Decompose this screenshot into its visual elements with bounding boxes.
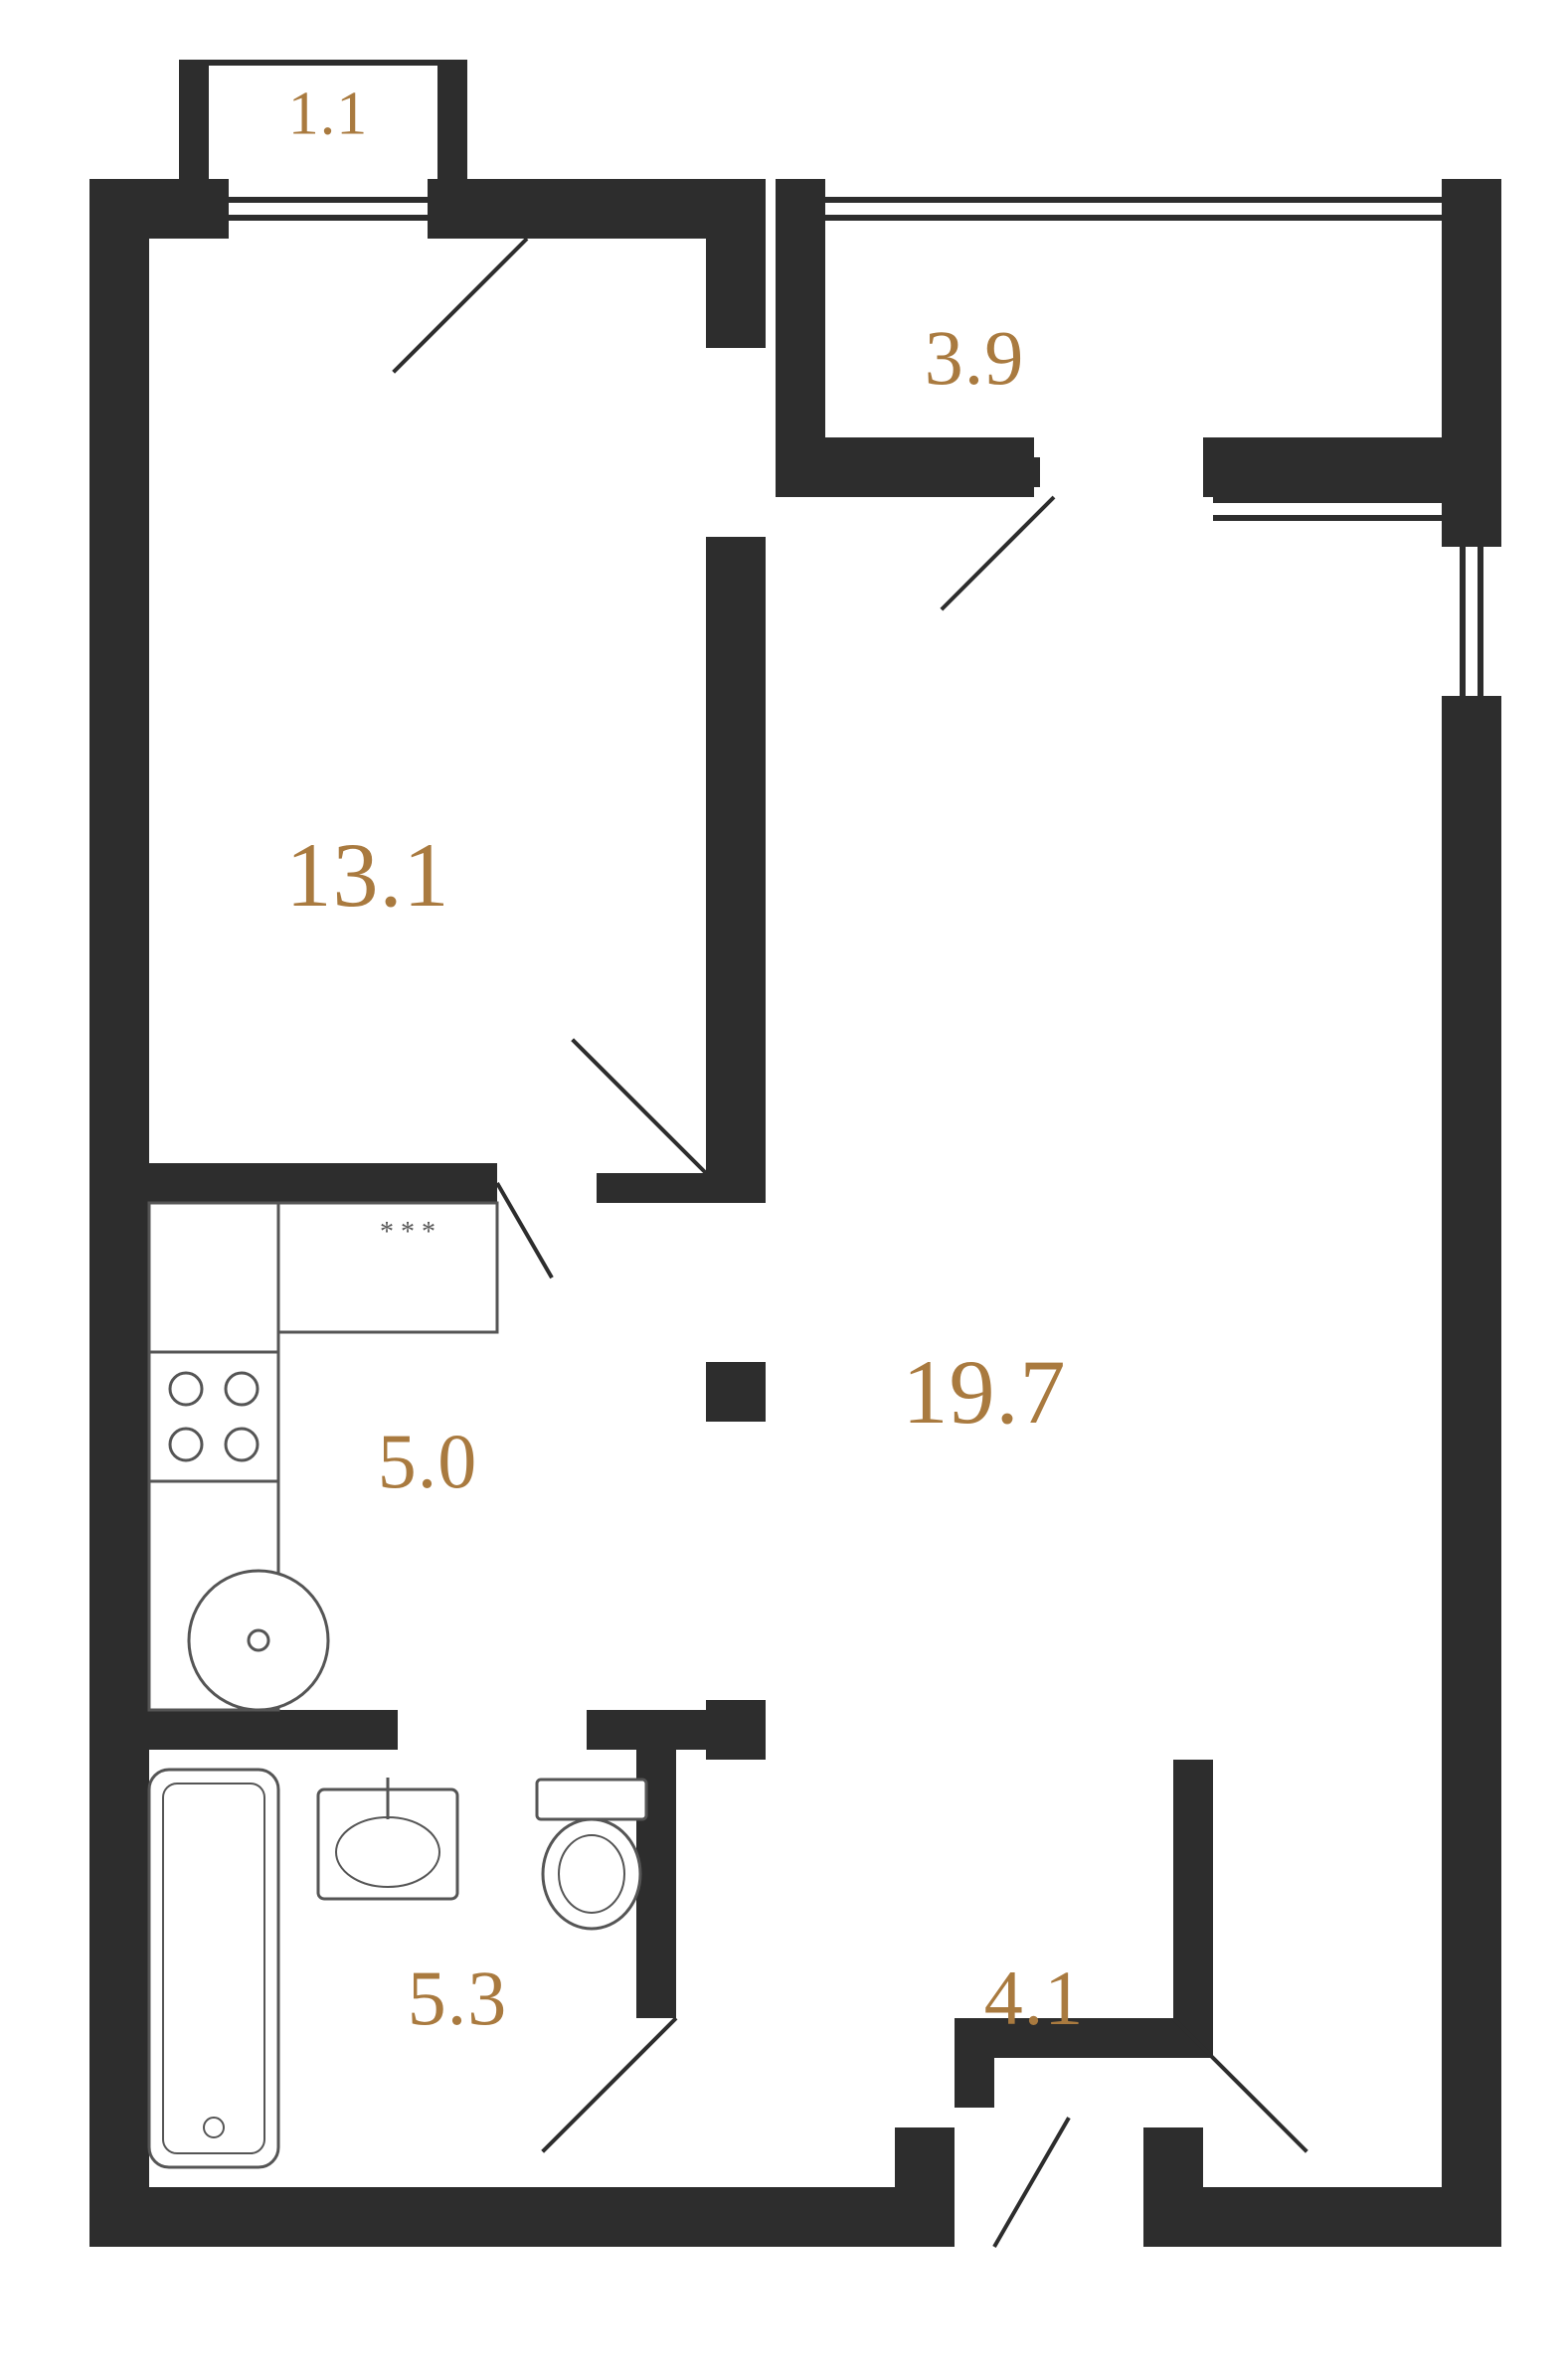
- kitchen-bath-sep-right: [587, 1710, 766, 1750]
- label-balcony: 1.1: [288, 80, 369, 150]
- outer-top-right-b: [1203, 437, 1501, 497]
- label-living: 19.7: [903, 1339, 1067, 1445]
- window-right-a: [1460, 547, 1466, 696]
- mid-horiz-right: [597, 1173, 766, 1203]
- stove-icon: [149, 1352, 278, 1481]
- top-balcony-left: [179, 60, 209, 179]
- loggia-inner-wina: [1213, 497, 1442, 503]
- window-right-b: [1478, 547, 1483, 696]
- label-bath: 5.3: [408, 1954, 508, 2043]
- label-loggia: 3.9: [925, 313, 1025, 403]
- doors: [394, 239, 1307, 2247]
- door-kitchen: [497, 1183, 552, 1277]
- kitchen-sink-icon: [189, 1571, 328, 1710]
- window-top-left-b: [229, 215, 428, 221]
- door-room13-top: [394, 239, 527, 372]
- door-loggia: [942, 497, 1054, 609]
- door-room13-side: [573, 1040, 706, 1173]
- window-loggia-top: [825, 197, 1442, 203]
- label-kitchen: 5.0: [378, 1417, 478, 1506]
- walls: [89, 60, 1501, 2247]
- outer-left: [89, 179, 149, 2247]
- window-loggia-bot: [825, 215, 1442, 221]
- mid-horiz-left: [89, 1163, 497, 1203]
- hood-stars: * * *: [380, 1217, 435, 1248]
- label-room: 13.1: [286, 822, 450, 928]
- door-bath: [543, 2018, 676, 2151]
- floor-plan-svg: * * *: [0, 0, 1566, 2380]
- balcony-top: [179, 60, 467, 66]
- outer-bottom-left: [89, 2187, 955, 2247]
- outer-top-left: [89, 179, 229, 239]
- fixtures: * * *: [149, 1203, 646, 2167]
- bathtub-icon: [149, 1770, 278, 2167]
- door-entry-main: [994, 2118, 1069, 2247]
- top-balcony-right: [437, 60, 467, 179]
- loggia-inner-left: [1034, 457, 1040, 487]
- loggia-inner-right: [1203, 457, 1209, 487]
- vert-center-upper: [706, 179, 766, 348]
- vert-center-short: [706, 1362, 766, 1422]
- kitchen-bath-sep-left: [89, 1710, 398, 1750]
- loggia-inner-winb: [1213, 515, 1442, 521]
- floor-plan: * * * 1.1 3.9 13.1 19.7 5.0 5.3 4.1: [0, 0, 1566, 2380]
- thin-lines: [179, 60, 1483, 696]
- toilet-icon: [537, 1780, 646, 1819]
- outer-right-lower: [1442, 696, 1501, 2247]
- outer-bottom-stub-left-up: [895, 2127, 955, 2247]
- vert-center-mid: [706, 537, 766, 1173]
- window-top-left: [229, 197, 428, 203]
- outer-top-mid1: [428, 179, 716, 239]
- entry-sep-upper: [1173, 1760, 1213, 2018]
- loggia-right-wall: [776, 179, 825, 497]
- label-entry: 4.1: [984, 1954, 1085, 2043]
